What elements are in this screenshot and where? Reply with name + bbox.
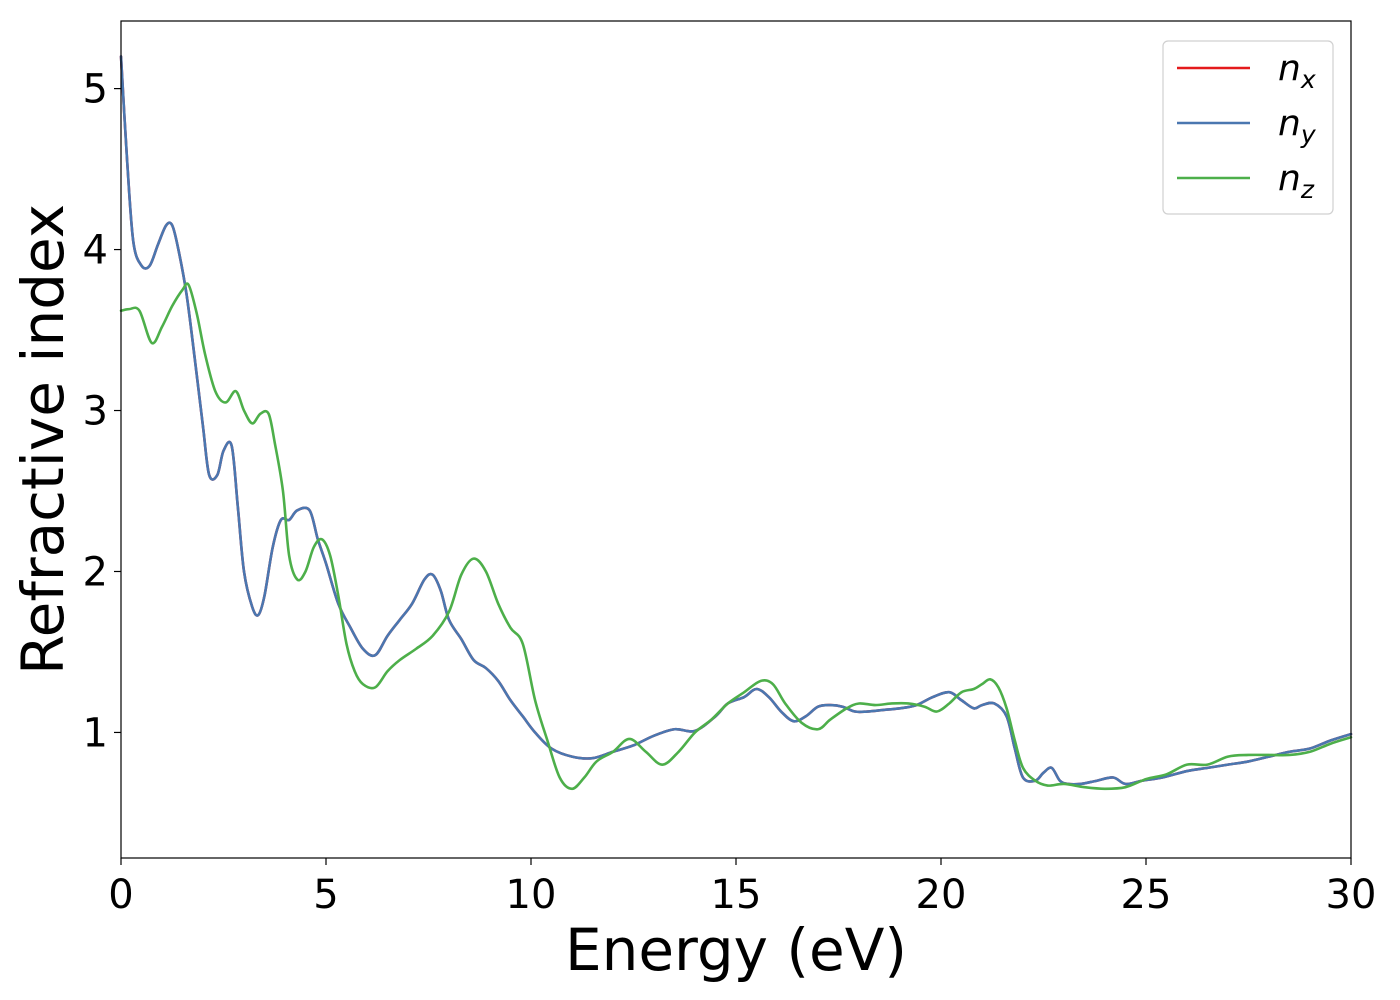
x-tick-label: 10: [506, 872, 557, 918]
x-tick-label: 15: [711, 872, 762, 918]
legend: nx ny nz: [1162, 40, 1334, 215]
x-axis-ticks: 0 5 10 15 20 25 30: [108, 858, 1376, 918]
x-tick-label: 5: [313, 872, 338, 918]
y-tick-label: 3: [83, 389, 108, 435]
y-tick-label: 2: [83, 549, 108, 595]
x-tick-label: 30: [1326, 872, 1377, 918]
y-tick-label: 4: [83, 228, 108, 274]
series-line-nz: [119, 282, 1353, 791]
plot-lines: [119, 55, 1353, 791]
y-axis-ticks: 1 2 3 4 5: [83, 67, 121, 756]
x-tick-label: 25: [1121, 872, 1172, 918]
x-axis-label: Energy (eV): [565, 916, 907, 984]
y-tick-label: 5: [83, 67, 108, 113]
legend-label-nz: nz: [1278, 158, 1315, 204]
legend-label-ny: ny: [1278, 103, 1317, 149]
x-tick-label: 0: [108, 872, 133, 918]
legend-box: [1162, 40, 1334, 215]
y-axis-label: Refractive index: [9, 204, 77, 675]
y-tick-label: 1: [83, 710, 108, 756]
x-tick-label: 20: [916, 872, 967, 918]
legend-label-nx: nx: [1278, 48, 1316, 94]
